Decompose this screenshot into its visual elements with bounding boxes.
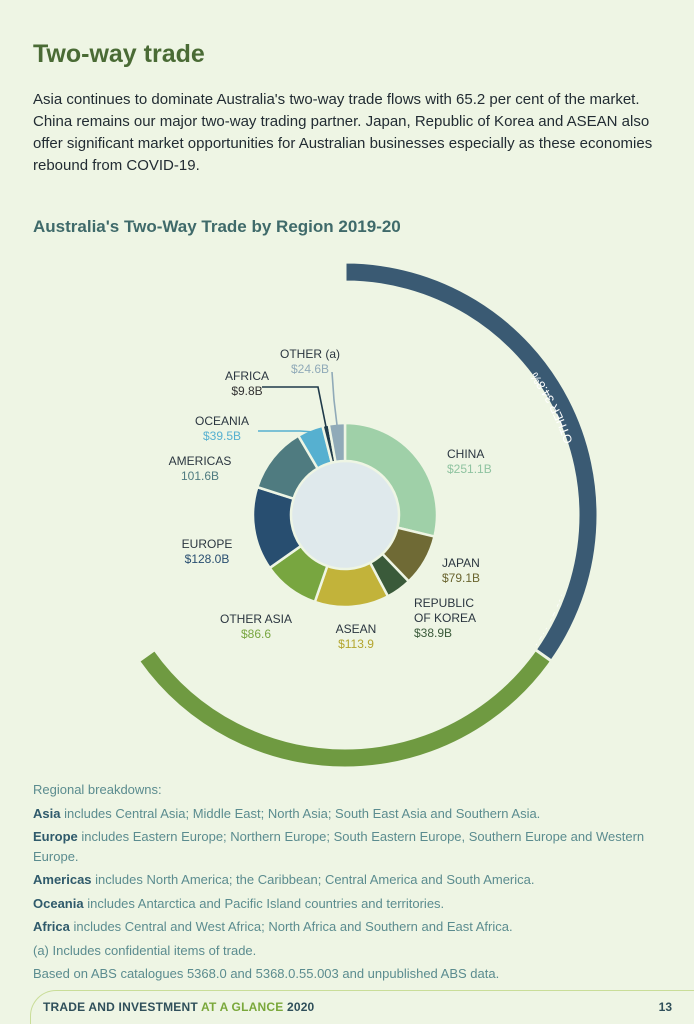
chart-title: Australia's Two-Way Trade by Region 2019… xyxy=(33,217,401,236)
slice-value-republic-of-korea: $38.9B xyxy=(414,626,452,640)
note-africa: Africa includes Central and West Africa;… xyxy=(33,919,513,934)
slice-value-oceania: $39.5B xyxy=(203,429,241,443)
source-note: Based on ABS catalogues 5368.0 and 5368.… xyxy=(33,966,500,981)
slice-name-republic-of-korea-2: OF KOREA xyxy=(414,611,476,625)
footer-publication: TRADE AND INVESTMENT AT A GLANCE 2020 xyxy=(43,1000,315,1014)
trade-donut-chart: ASIA 65.2%OTHER 34.8%CHINA$251.1BJAPAN$7… xyxy=(136,260,600,770)
page-footer: TRADE AND INVESTMENT AT A GLANCE 2020 13 xyxy=(30,990,694,1024)
notes-heading: Regional breakdowns: xyxy=(33,782,162,797)
slice-name-americas: AMERICAS xyxy=(169,454,232,468)
slice-value-asean: $113.9 xyxy=(338,637,374,651)
slice-value-africa: $9.8B xyxy=(231,384,262,398)
inner-slice-other-a xyxy=(327,421,347,464)
slice-value-americas: 101.6B xyxy=(181,469,219,483)
slice-value-other-a: $24.6B xyxy=(291,362,329,376)
page-title: Two-way trade xyxy=(33,40,205,68)
page-number: 13 xyxy=(658,1000,672,1014)
slice-value-other-asia: $86.6 xyxy=(241,627,271,641)
slice-label-other-a: OTHER (a)$24.6B xyxy=(280,347,340,376)
slice-label-china: CHINA$251.1B xyxy=(447,447,492,476)
intro-paragraph: Asia continues to dominate Australia's t… xyxy=(33,91,653,174)
leader-line-other-a xyxy=(331,371,338,426)
note-americas: Americas includes North America; the Car… xyxy=(33,872,535,887)
slice-label-oceania: OCEANIA$39.5B xyxy=(195,414,249,443)
leader-line-africa xyxy=(262,386,327,428)
note-asia: Asia includes Central Asia; Middle East;… xyxy=(33,805,541,821)
donut-center xyxy=(291,461,399,569)
slice-name-republic-of-korea-1: REPUBLIC xyxy=(414,596,474,610)
slice-label-europe: EUROPE$128.0B xyxy=(182,537,233,566)
slice-label-africa: AFRICA$9.8B xyxy=(225,369,269,398)
slice-value-china: $251.1B xyxy=(447,462,492,476)
slice-name-oceania: OCEANIA xyxy=(195,414,249,428)
regional-breakdowns: Regional breakdowns: Asia includes Centr… xyxy=(33,780,673,988)
slice-name-other-a: OTHER (a) xyxy=(280,347,340,361)
slice-value-europe: $128.0B xyxy=(185,552,230,566)
inner-slice-china xyxy=(343,421,439,539)
slice-name-other-asia: OTHER ASIA xyxy=(220,612,292,626)
slice-label-japan: JAPAN$79.1B xyxy=(442,556,480,585)
slice-name-china: CHINA xyxy=(447,447,484,461)
slice-value-japan: $79.1B xyxy=(442,571,480,585)
outer-slice-other-34-8 xyxy=(343,260,600,664)
slice-label-asean: ASEAN$113.9 xyxy=(336,622,377,651)
note-europe: Europe includes Eastern Europe; Northern… xyxy=(33,829,645,864)
leader-line-oceania xyxy=(258,430,311,433)
slice-name-africa: AFRICA xyxy=(225,369,269,383)
slice-name-europe: EUROPE xyxy=(182,537,233,551)
slice-name-japan: JAPAN xyxy=(442,556,480,570)
footnote: (a) Includes confidential items of trade… xyxy=(33,942,257,958)
slice-label-other-asia: OTHER ASIA$86.6 xyxy=(220,612,292,641)
slice-name-asean: ASEAN xyxy=(336,622,377,636)
note-oceania: Oceania includes Antarctica and Pacific … xyxy=(33,895,445,911)
